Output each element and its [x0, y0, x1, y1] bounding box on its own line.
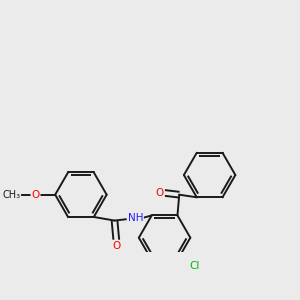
- Text: Cl: Cl: [189, 261, 200, 272]
- Text: NH: NH: [128, 213, 143, 223]
- Text: O: O: [156, 188, 164, 198]
- Text: O: O: [32, 190, 40, 200]
- Text: O: O: [112, 241, 120, 250]
- Text: CH₃: CH₃: [2, 190, 20, 200]
